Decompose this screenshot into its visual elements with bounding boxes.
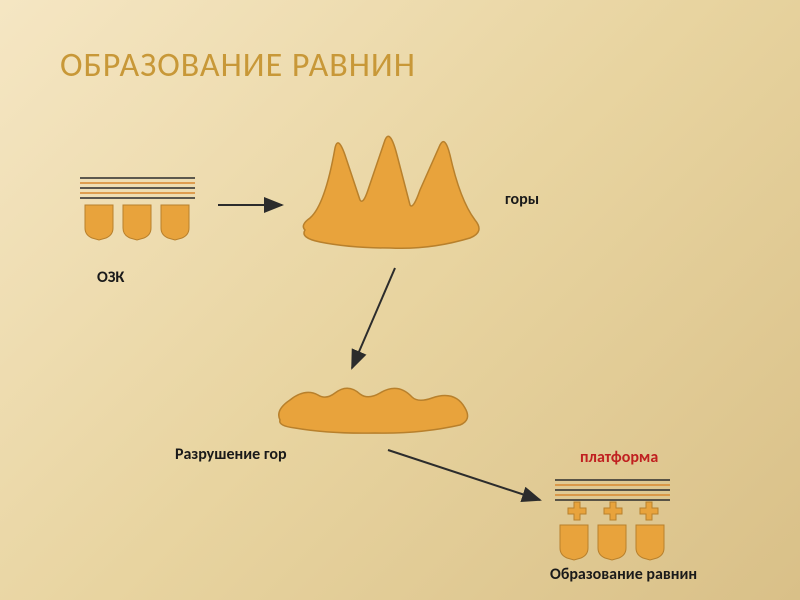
ozk-block	[80, 178, 195, 240]
ozk-label: ОЗК	[97, 268, 124, 287]
mountains-label: горы	[505, 190, 539, 209]
arrow-3	[388, 450, 540, 500]
platform-label: платформа	[580, 448, 658, 467]
erosion-label: Разрушение гор	[175, 445, 287, 464]
platform-block	[555, 480, 670, 560]
mountains-shape	[303, 136, 479, 248]
diagram-svg	[0, 0, 800, 600]
eroded-shape	[279, 388, 468, 433]
arrow-2	[352, 268, 395, 368]
plains-label: Образование равнин	[550, 565, 697, 584]
